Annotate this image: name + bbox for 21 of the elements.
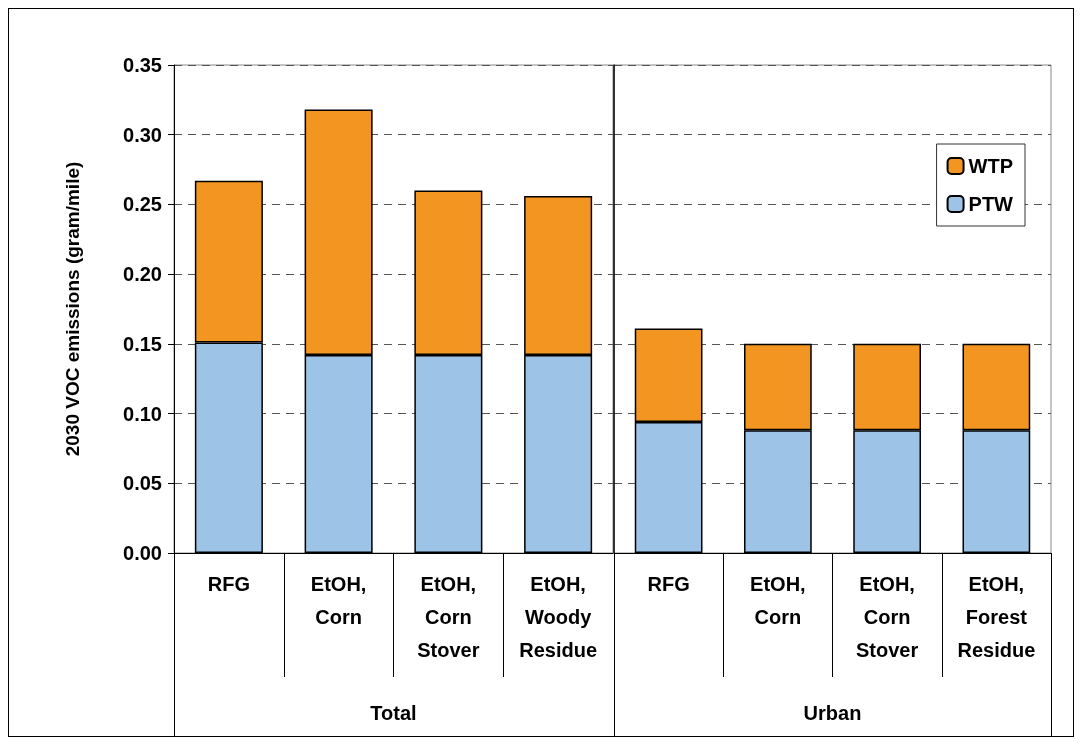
x-axis-title: Urban — [803, 702, 862, 724]
y-tick-label: 0.20 — [123, 263, 162, 286]
x-tick-label: EtOH, Corn — [310, 572, 367, 628]
x-tick-label: RFG — [207, 572, 250, 595]
legend-label: PTW — [968, 193, 1014, 215]
x-tick-label: EtOH, Woody Residue — [519, 572, 598, 661]
x-tick-label: EtOH, Corn — [750, 572, 806, 628]
y-tick-label: 0.10 — [123, 402, 162, 425]
x-tick-label: RFG — [647, 572, 690, 595]
x-axis-title: Total — [370, 702, 417, 724]
y-tick-label: 0.30 — [123, 123, 162, 146]
y-tick-label: 0.15 — [123, 332, 162, 355]
y-tick-label: 0.35 — [123, 54, 162, 76]
x-tick-label: EtOH, Corn Stover — [417, 572, 480, 661]
x-tick-label: EtOH, Corn Stover — [856, 572, 919, 661]
legend-label: WTP — [968, 155, 1013, 177]
x-tick-label: EtOH, Forest Residue — [957, 572, 1036, 661]
y-tick-label: 0.25 — [123, 193, 162, 216]
y-axis-title: 2030 VOC emissions (gram/mile) — [62, 161, 83, 457]
y-tick-label: 0.05 — [123, 472, 162, 495]
y-tick-label: 0.00 — [123, 542, 162, 564]
